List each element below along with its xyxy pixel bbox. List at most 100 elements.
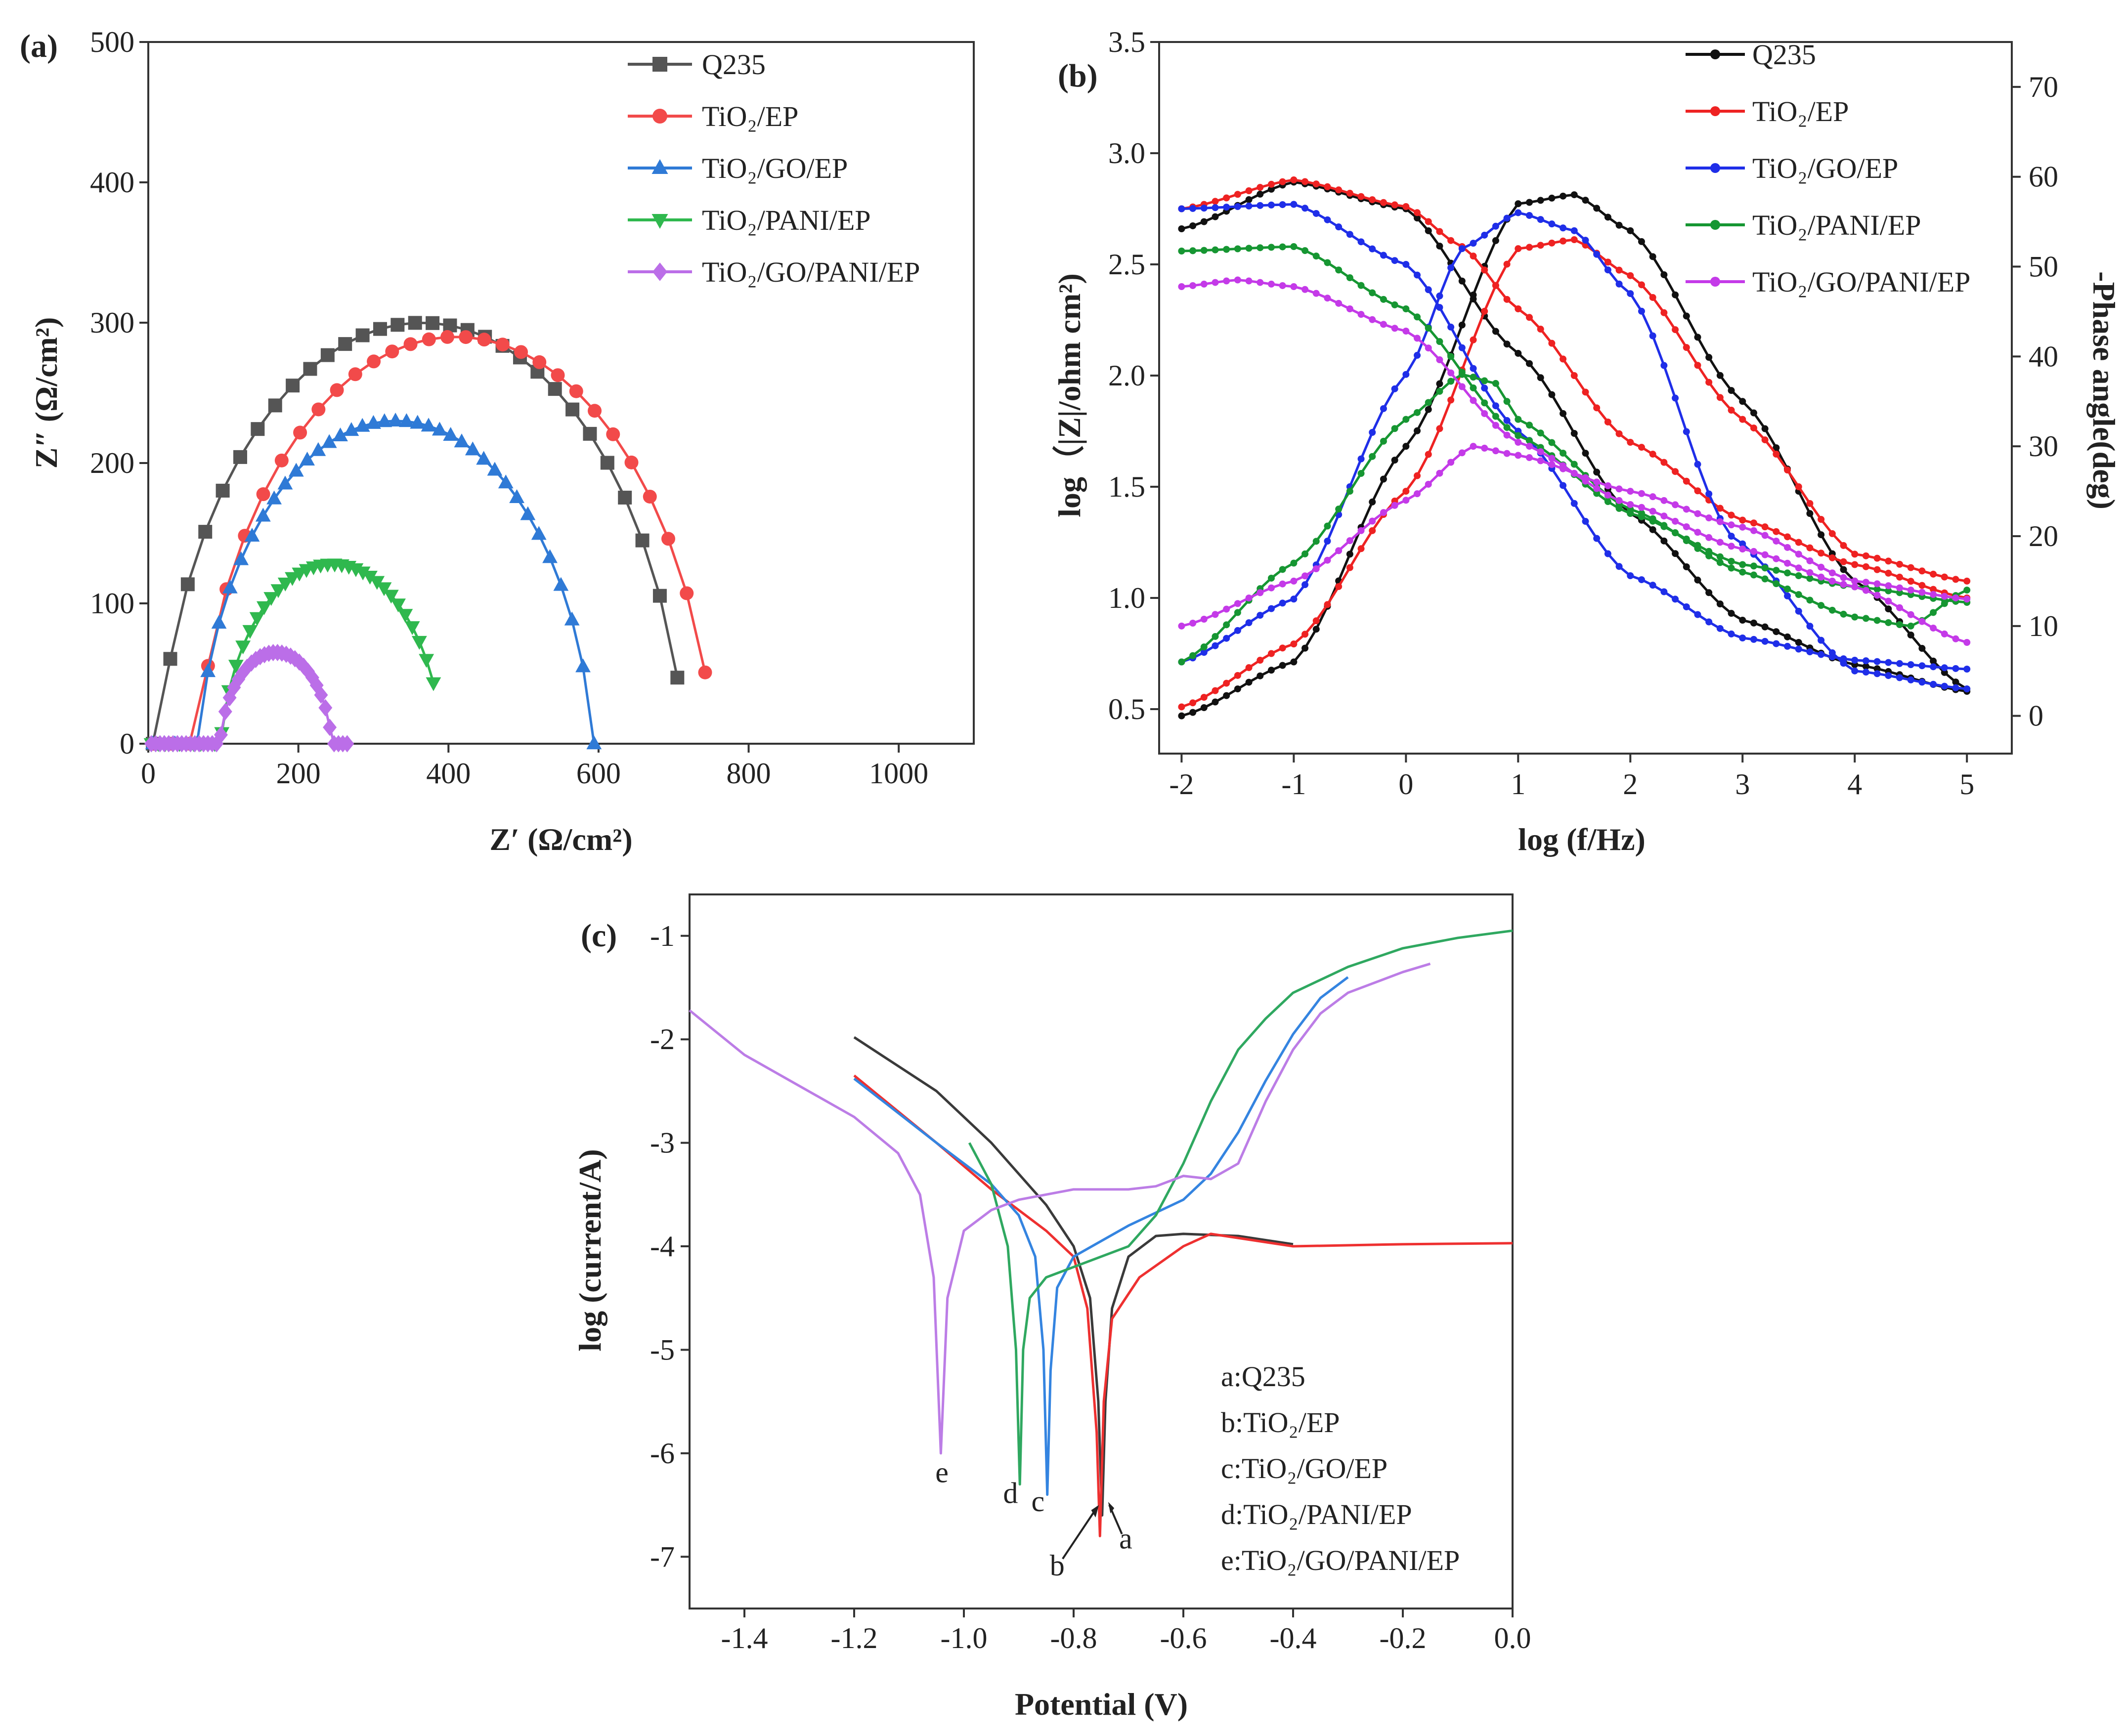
phase-point	[1941, 593, 1948, 600]
phase-point	[1694, 461, 1701, 468]
phase-point	[1806, 510, 1814, 517]
data-point	[268, 398, 282, 413]
modulus-point	[1369, 316, 1376, 323]
modulus-point	[1324, 295, 1331, 302]
phase-point	[1503, 450, 1511, 457]
data-point	[180, 577, 195, 592]
phase-point	[1279, 644, 1286, 652]
modulus-point	[1447, 323, 1455, 331]
phase-point	[1750, 409, 1757, 417]
data-point	[390, 598, 406, 613]
modulus-point	[1369, 196, 1376, 204]
modulus-point	[1245, 196, 1253, 204]
polarization-curve	[689, 962, 1431, 1455]
data-point	[569, 384, 583, 398]
phase-point	[1245, 619, 1253, 627]
phase-point	[1267, 650, 1275, 657]
modulus-point	[1414, 209, 1421, 216]
data-point	[443, 427, 459, 441]
data-point	[498, 474, 514, 489]
phase-point	[1818, 563, 1825, 571]
c-x-tick-label: -1.2	[831, 1622, 878, 1654]
panel-b-bode-plot: (b) -2 -1 0 1 2 3 4 5 0.5 1.0 1.5 2.0 2.5 3.0 3.5 0 10 20…	[1052, 26, 2122, 857]
modulus-point	[1784, 559, 1791, 567]
curve-tag-d: d	[1003, 1477, 1018, 1509]
series-tio-go-pani-ep	[144, 643, 354, 753]
phase-point	[1862, 579, 1869, 586]
modulus-point	[1918, 618, 1926, 625]
polarization-curve	[853, 1036, 1294, 1517]
data-point	[340, 735, 354, 753]
phase-point	[1414, 427, 1421, 434]
phase-point	[1907, 622, 1914, 630]
modulus-point	[1862, 657, 1869, 665]
modulus-point	[1515, 305, 1522, 312]
data-point	[520, 506, 536, 520]
phase-point	[1739, 540, 1746, 548]
phase-point	[1223, 635, 1230, 642]
phase-point	[1324, 601, 1331, 608]
phase-point	[1963, 577, 1971, 585]
data-point	[553, 577, 569, 591]
data-point	[421, 418, 436, 432]
modulus-point	[1234, 245, 1241, 253]
panel-c-legend: a:Q235 b:TiO₂/EP c:TiO₂/GO/EP d:TiO₂/PANI/E…	[1221, 1360, 1460, 1576]
panel-b-plot-frame	[1158, 41, 2013, 755]
modulus-point	[1649, 526, 1656, 533]
legend-item-b: b:TiO₂/EP	[1221, 1406, 1340, 1439]
modulus-point	[1458, 383, 1466, 390]
phase-point	[1672, 394, 1679, 402]
panel-a-x-axis-label: Z′ (Ω/cm²)	[489, 822, 632, 857]
data-point	[233, 450, 247, 464]
modulus-point	[1660, 512, 1668, 520]
a-x-tick-label: 600	[576, 757, 621, 790]
data-point	[564, 611, 580, 626]
panel-a-plot-frame	[147, 41, 975, 745]
data-point	[399, 413, 414, 427]
modulus-point	[1257, 244, 1264, 252]
legend-item-tio-go-ep: TiO₂/GO/EP	[628, 152, 848, 184]
phase-point	[1694, 510, 1701, 517]
phase-point	[1683, 428, 1690, 435]
phase-point	[1694, 334, 1701, 341]
phase-point	[1447, 396, 1455, 404]
series-a-q235	[853, 1036, 1294, 1517]
modulus-point	[1896, 604, 1904, 611]
phase-point	[1941, 669, 1948, 676]
modulus-point	[1212, 279, 1219, 286]
phase-point	[1761, 425, 1769, 432]
phase-point	[1178, 658, 1185, 666]
phase-point	[1548, 239, 1556, 247]
series-tio-ep	[1178, 176, 1971, 711]
a-y-tick-label: 200	[90, 447, 134, 479]
modulus-point	[1257, 279, 1264, 286]
legend-item-tio-go-ep: TiO₂/GO/EP	[1686, 152, 1898, 184]
arrow-b-head	[1091, 1505, 1099, 1518]
b-y-tick-label: 1.0	[1108, 582, 1145, 614]
phase-point	[1918, 589, 1926, 596]
modulus-point	[1683, 603, 1690, 610]
modulus-point	[1391, 325, 1398, 332]
phase-point	[1257, 589, 1264, 596]
data-point	[274, 453, 289, 467]
data-point	[618, 490, 632, 505]
modulus-point	[1627, 439, 1634, 446]
modulus-point	[1245, 202, 1253, 210]
data-point	[163, 652, 177, 666]
modulus-point	[1369, 289, 1376, 296]
modulus-point	[1739, 561, 1746, 568]
modulus-point	[1279, 282, 1286, 289]
modulus-point	[1750, 562, 1757, 570]
phase-point	[1212, 698, 1219, 706]
modulus-point	[1537, 374, 1544, 381]
modulus-point	[1267, 280, 1275, 288]
phase-point	[1537, 457, 1544, 465]
data-point	[376, 582, 392, 596]
phase-point	[1806, 623, 1814, 630]
legend-marker	[1710, 49, 1720, 59]
c-x-tick-label: 0.0	[1494, 1622, 1531, 1654]
modulus-point	[1818, 550, 1825, 557]
b-x-tick-label: 3	[1735, 768, 1750, 801]
phase-point	[1212, 611, 1219, 618]
modulus-point	[1425, 324, 1432, 332]
